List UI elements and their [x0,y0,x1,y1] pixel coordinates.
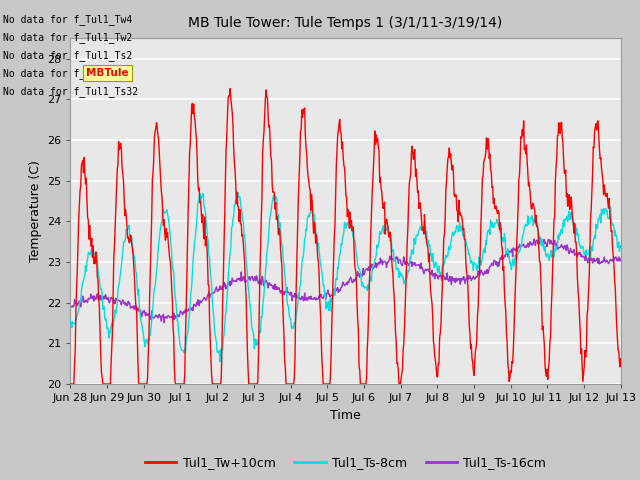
Text: No data for f_uMBTule: No data for f_uMBTule [3,68,127,79]
Text: No data for f_Tul1_Tw4: No data for f_Tul1_Tw4 [3,13,132,24]
X-axis label: Time: Time [330,408,361,421]
Text: No data for f_Tul1_Ts2: No data for f_Tul1_Ts2 [3,50,132,61]
Y-axis label: Temperature (C): Temperature (C) [29,160,42,262]
Title: MB Tule Tower: Tule Temps 1 (3/1/11-3/19/14): MB Tule Tower: Tule Temps 1 (3/1/11-3/19… [188,16,503,30]
Legend: Tul1_Tw+10cm, Tul1_Ts-8cm, Tul1_Ts-16cm: Tul1_Tw+10cm, Tul1_Ts-8cm, Tul1_Ts-16cm [140,452,551,475]
Text: No data for f_Tul1_Ts32: No data for f_Tul1_Ts32 [3,86,138,97]
Text: MBTule: MBTule [86,68,129,78]
Text: No data for f_Tul1_Tw2: No data for f_Tul1_Tw2 [3,32,132,43]
